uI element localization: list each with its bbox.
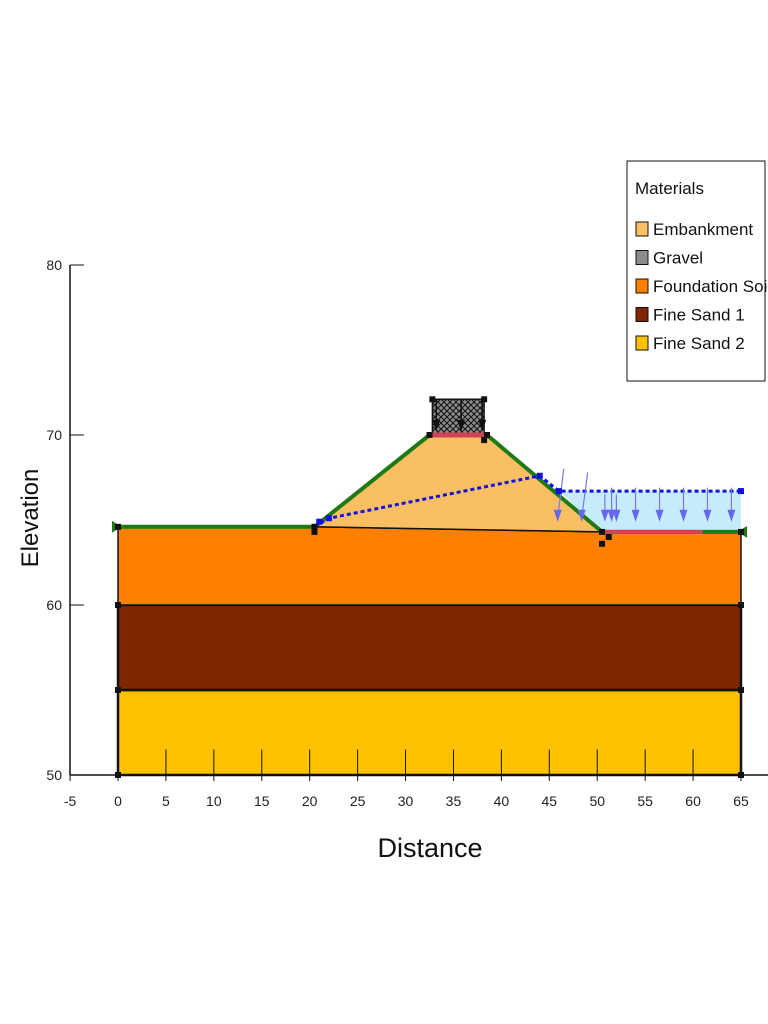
x-tick-label: 15 (254, 793, 270, 809)
boundary-point (484, 432, 491, 438)
boundary-point (311, 528, 318, 535)
crest-load-arrow-head (457, 419, 466, 432)
x-tick-label: 40 (494, 793, 510, 809)
phreatic-point (738, 488, 744, 495)
x-tick-label: 5 (162, 793, 170, 809)
boundary-point (115, 687, 121, 693)
phreatic-point (555, 488, 562, 495)
boundary-point (481, 396, 488, 403)
phreatic-point (536, 472, 543, 479)
crest-load-arrow-head (478, 419, 487, 432)
bottom-boundary-ticks (117, 749, 742, 775)
x-tick-label: 45 (542, 793, 558, 809)
boundary-point (429, 396, 436, 403)
boundary-point (599, 540, 606, 547)
legend-items: Embankment Gravel Foundation Soil Fine Sand… (635, 220, 768, 353)
phreatic-point (316, 518, 323, 525)
water-pressure-arrow-head (553, 509, 562, 522)
region-foundation-soil (117, 526, 742, 606)
x-tick-label: 35 (446, 793, 462, 809)
boundary-point (605, 534, 612, 540)
legend-box (626, 160, 766, 382)
water-pressure-arrow-head (577, 509, 586, 522)
x-tick-label: 65 (733, 793, 749, 809)
legend-label: Fine Sand 2 (653, 334, 745, 353)
water-pressure-arrow-head (655, 509, 664, 522)
y-tick-label: 70 (46, 427, 62, 443)
water-pressure-arrow-head (631, 509, 640, 522)
water-pressure-arrow-head (600, 509, 609, 522)
legend-label: Fine Sand 1 (653, 306, 745, 325)
boundary-point (738, 528, 744, 535)
water-pressure-arrow-head (679, 509, 688, 522)
y-tick-label: 60 (46, 597, 62, 613)
water-pressure-arrow-head (612, 509, 621, 522)
boundary-point (599, 528, 606, 535)
x-tick-label: 55 (637, 793, 653, 809)
x-tick-label: 25 (350, 793, 366, 809)
boundary-point (311, 523, 318, 530)
x-tick-label: 20 (302, 793, 318, 809)
x-tick-label: -5 (64, 793, 77, 809)
boundary-point (115, 602, 121, 608)
legend-swatch (635, 278, 649, 294)
boundary-point (481, 437, 488, 444)
legend-swatch (635, 221, 649, 237)
boundary-point (426, 432, 433, 438)
region-gravel (431, 398, 485, 436)
boundary-point (738, 687, 744, 693)
legend-swatch (635, 250, 649, 265)
legend-title: Materials (635, 179, 704, 198)
y-ticks: 50 60 70 80 (46, 257, 84, 783)
x-ticks: -5 0 5 10 15 20 25 30 35 40 45 50 55 60 65 (64, 775, 749, 809)
boundary-point (738, 602, 744, 608)
x-axis-title: Distance (377, 833, 482, 863)
y-tick-label: 80 (46, 257, 62, 273)
soil-regions (116, 398, 743, 777)
legend-swatch (635, 307, 649, 322)
legend-swatch (635, 335, 649, 351)
water-pressure-arrow-head (727, 509, 736, 522)
legend-label: Embankment (653, 220, 753, 239)
legend-label: Gravel (653, 249, 703, 268)
x-tick-label: 0 (114, 793, 122, 809)
crest-load-arrow-head (432, 419, 441, 432)
y-tick-label: 50 (46, 767, 62, 783)
phreatic-point (325, 515, 332, 522)
region-fine-sand-2 (116, 688, 743, 777)
point-markers (112, 396, 747, 778)
legend-label: Foundation Soil (653, 277, 768, 296)
x-tick-label: 50 (589, 793, 605, 809)
axes: -5 0 5 10 15 20 25 30 35 40 45 50 55 60 65 50 60 70 80 (46, 257, 768, 809)
x-tick-label: 10 (206, 793, 222, 809)
region-fine-sand-1 (116, 603, 743, 692)
boundary-point (115, 523, 121, 530)
materials-legend: Materials Embankment Gravel Foundation Soi… (626, 160, 768, 382)
water-pressure-arrow-head (703, 509, 712, 522)
y-axis-title: Elevation (17, 469, 44, 568)
x-tick-label: 60 (685, 793, 701, 809)
x-tick-label: 30 (398, 793, 414, 809)
